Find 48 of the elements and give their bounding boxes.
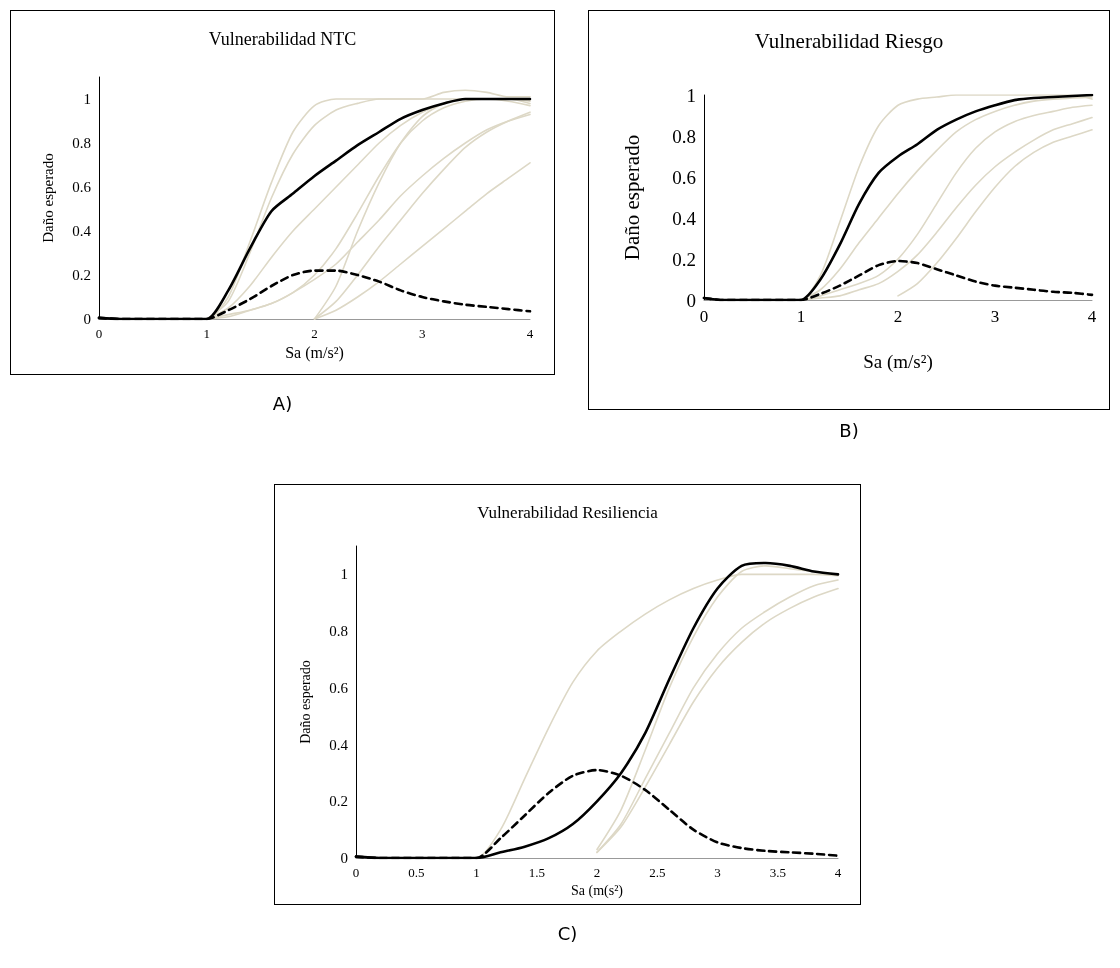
- x-tick-label: 0: [699, 307, 709, 326]
- y-axis-title: Daño esperado: [297, 660, 313, 744]
- x-tick-label: 0: [352, 865, 360, 880]
- x-tick-label: 1: [473, 865, 480, 880]
- y-tick-label: 0: [686, 289, 696, 311]
- y-tick-label: 0.4: [329, 736, 349, 753]
- chart-title: Vulnerabilidad NTC: [208, 29, 357, 49]
- chart-title: Vulnerabilidad Riesgo: [754, 28, 944, 53]
- x-tick-label: 1.5: [528, 865, 545, 880]
- x-axis-title: Sa (m/s²): [863, 351, 933, 373]
- x-axis-title: Sa (m/s²): [285, 344, 344, 363]
- x-tick-label: 1: [796, 307, 806, 326]
- x-tick-label: 0: [95, 326, 103, 341]
- y-tick-label: 0.2: [672, 248, 696, 270]
- y-tick-label: 0.6: [72, 179, 92, 195]
- y-tick-label: 0.8: [329, 623, 348, 640]
- x-axis-title: Sa (m(s²): [570, 883, 624, 900]
- text: A): [271, 393, 294, 414]
- y-tick-label: 0: [340, 850, 348, 866]
- x-tick-label: 2: [311, 326, 318, 341]
- x-tick-label: 3: [990, 307, 1000, 326]
- text: B): [838, 420, 860, 441]
- x-tick-label: 2: [593, 865, 601, 880]
- y-tick-label: 0.6: [329, 679, 349, 696]
- y-tick-label: 0.8: [72, 135, 91, 151]
- x-tick-label: 3.5: [769, 865, 786, 880]
- y-tick-label: 0.4: [672, 207, 697, 229]
- y-tick-label: 0.4: [72, 223, 92, 239]
- y-axis-title: Daño esperado: [619, 134, 644, 261]
- x-tick-label: 3: [714, 865, 721, 880]
- x-tick-label: 2.5: [649, 865, 666, 880]
- y-tick-label: 1: [340, 566, 348, 583]
- x-tick-label: 0.5: [408, 865, 425, 880]
- y-axis-title: Daño esperado: [39, 153, 56, 243]
- text: C): [556, 923, 579, 944]
- y-tick-label: 0.6: [672, 166, 696, 188]
- x-tick-label: 4: [1087, 307, 1097, 326]
- x-tick-label: 3: [419, 326, 426, 341]
- y-tick-label: 1: [686, 84, 696, 106]
- x-tick-label: 1: [203, 326, 210, 341]
- y-tick-label: 0.2: [72, 267, 91, 283]
- chart-title: Vulnerabilidad Resiliencia: [477, 503, 659, 522]
- y-tick-label: 0.2: [329, 793, 348, 810]
- x-tick-label: 2: [893, 307, 903, 326]
- y-tick-label: 1: [83, 91, 91, 107]
- x-tick-label: 4: [526, 326, 534, 341]
- y-tick-label: 0.8: [672, 125, 696, 147]
- x-tick-label: 4: [834, 865, 842, 880]
